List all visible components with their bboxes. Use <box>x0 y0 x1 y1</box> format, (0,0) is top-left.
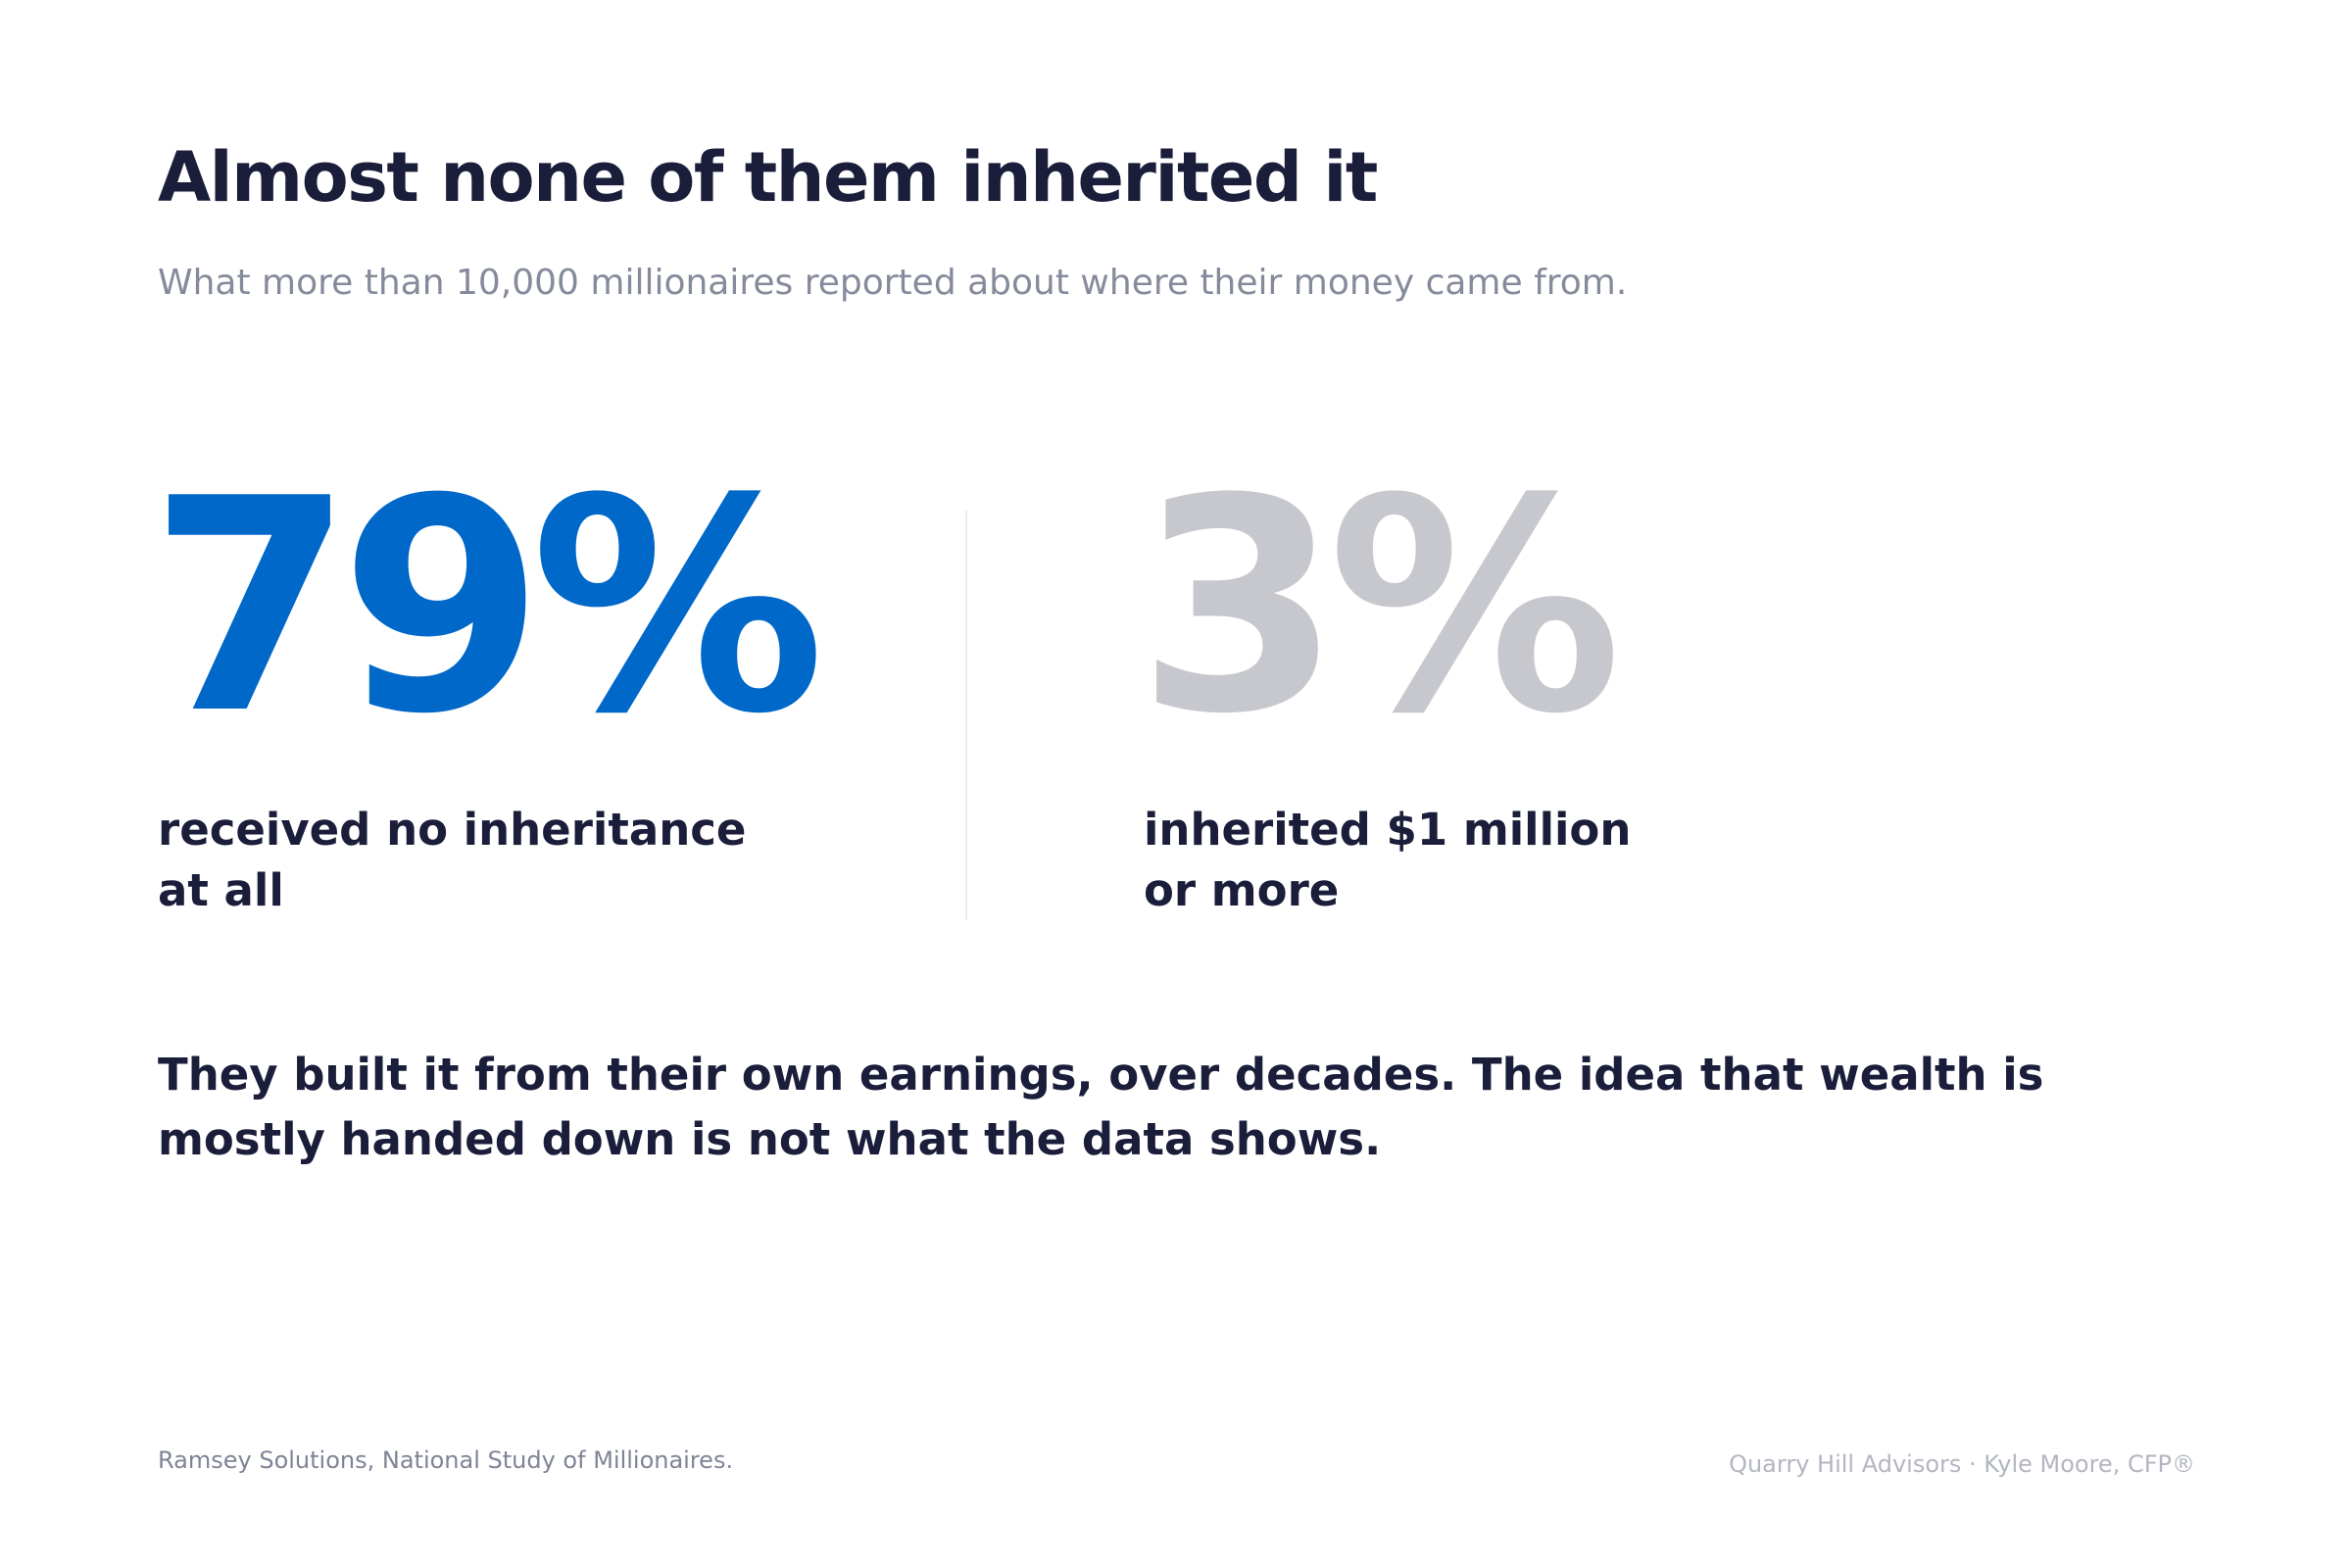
body-line: mostly handed down is not what the data … <box>158 1113 1382 1165</box>
label-line: inherited $1 million <box>1144 804 1632 856</box>
stat-label: inherited $1 million or more <box>1144 800 1631 921</box>
source: Ramsey Solutions, National Study of Mill… <box>158 1446 734 1474</box>
body-text: They built it from their own earnings, o… <box>158 1043 2043 1172</box>
divider <box>965 510 967 919</box>
credit: Quarry Hill Advisors · Kyle Moore, CFP® <box>1729 1450 2195 1478</box>
label-line: at all <box>158 864 284 916</box>
body-line: They built it from their own earnings, o… <box>158 1049 2044 1101</box>
title: Almost none of them inherited it <box>158 137 1378 218</box>
stat-label: received no inheritance at all <box>158 800 746 921</box>
stat-value: 3% <box>1137 436 1622 778</box>
stat-value: 79% <box>149 436 825 778</box>
label-line: or more <box>1144 864 1340 916</box>
label-line: received no inheritance <box>158 804 747 856</box>
subtitle: What more than 10,000 millionaires repor… <box>158 263 1628 303</box>
